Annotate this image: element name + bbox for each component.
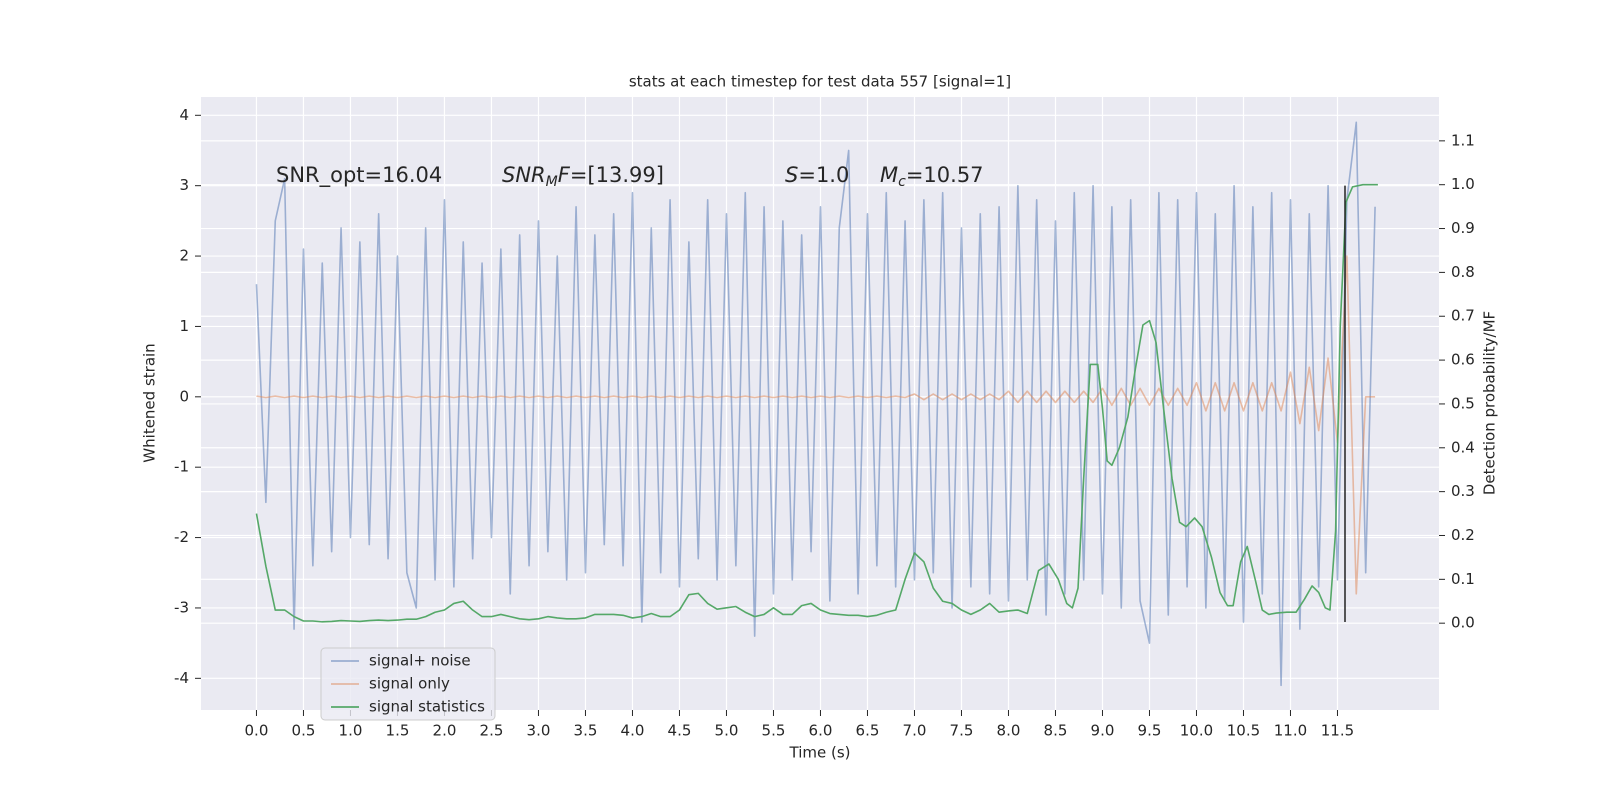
y2-tick-label: 0.2 xyxy=(1451,526,1475,544)
x-tick-label: 2.0 xyxy=(433,722,457,740)
x-tick-label: 11.5 xyxy=(1321,722,1354,740)
x-tick-label: 10.0 xyxy=(1180,722,1213,740)
x-tick-label: 9.5 xyxy=(1138,722,1162,740)
y-tick-label: 3 xyxy=(179,176,189,194)
y-tick-label: 0 xyxy=(179,387,189,405)
y2-tick-label: 1.1 xyxy=(1451,131,1475,149)
x-tick-label: 3.0 xyxy=(527,722,551,740)
annotation: S=1.0 xyxy=(785,163,849,187)
x-tick-label: 9.0 xyxy=(1091,722,1115,740)
annotation-part: =10.57 xyxy=(906,163,984,187)
series-line xyxy=(255,121,1376,687)
y-axis-label: Whitened strain xyxy=(141,343,159,462)
annotation-part: M xyxy=(880,163,898,187)
y-tick-label: -3 xyxy=(174,598,189,616)
x-tick-label: 5.5 xyxy=(762,722,786,740)
annotation-part: =[13.99] xyxy=(570,163,664,187)
x-tick-label: 11.0 xyxy=(1274,722,1307,740)
legend-box xyxy=(320,647,496,721)
y2-tick-label: 0.6 xyxy=(1451,351,1475,369)
y2-tick-label: 0.9 xyxy=(1451,219,1475,237)
annotation: Mc=10.57 xyxy=(880,163,984,190)
y2-tick-label: 0.0 xyxy=(1451,614,1475,632)
x-tick-label: 2.5 xyxy=(480,722,504,740)
x-tick-label: 7.5 xyxy=(950,722,974,740)
annotation-part: c xyxy=(898,174,906,190)
legend: signal+ noise signal only signal statistic… xyxy=(320,647,496,721)
y2-tick-label: 0.3 xyxy=(1451,482,1475,500)
x-tick-label: 3.5 xyxy=(574,722,598,740)
y-tick-label: -1 xyxy=(174,458,189,476)
y2-axis-label: Detection probability/MF xyxy=(1481,311,1499,495)
x-tick-label: 1.5 xyxy=(386,722,410,740)
annotation-part: M xyxy=(546,174,558,190)
chart-title: stats at each timestep for test data 557… xyxy=(629,73,1011,91)
annotation-part: F xyxy=(558,163,571,187)
series-line xyxy=(255,183,1378,623)
x-tick-label: 5.0 xyxy=(715,722,739,740)
x-tick-label: 8.0 xyxy=(997,722,1021,740)
y-tick-label: 1 xyxy=(179,317,189,335)
ticks: 0.0 0.5 1.0 1.5 2.0 2.5 3.0 3.5 4.0 4.5 5.0 5.5 6.0 6… xyxy=(174,106,1475,740)
annotation-part: =1.0 xyxy=(798,163,849,187)
y2-tick-label: 0.1 xyxy=(1451,570,1475,588)
y2-tick-label: 1.0 xyxy=(1451,175,1475,193)
y2-tick-label: 0.7 xyxy=(1451,307,1475,325)
y-tick-label: -2 xyxy=(174,528,189,546)
x-tick-label: 4.0 xyxy=(621,722,645,740)
annotation: SNRMF=[13.99] xyxy=(502,163,664,190)
y2-tick-label: 0.5 xyxy=(1451,394,1475,412)
y2-tick-label: 0.4 xyxy=(1451,438,1475,456)
y-tick-label: 4 xyxy=(179,106,189,124)
annotation-part: SNR xyxy=(502,163,546,187)
x-axis-label: Time (s) xyxy=(789,744,851,762)
x-tick-label: 8.5 xyxy=(1044,722,1068,740)
y-tick-label: 2 xyxy=(179,247,189,265)
legend-label: signal+ noise xyxy=(369,652,471,670)
x-tick-label: 0.0 xyxy=(245,722,269,740)
x-tick-label: 10.5 xyxy=(1227,722,1260,740)
x-tick-label: 1.0 xyxy=(339,722,363,740)
series-line xyxy=(256,255,1376,595)
x-tick-label: 0.5 xyxy=(292,722,316,740)
y-tick-label: -4 xyxy=(174,669,189,687)
annotation-part: SNR_opt=16.04 xyxy=(276,163,442,188)
legend-label: signal only xyxy=(369,675,450,693)
x-tick-label: 6.5 xyxy=(856,722,880,740)
y2-tick-label: 0.8 xyxy=(1451,263,1475,281)
x-tick-label: 4.5 xyxy=(668,722,692,740)
x-tick-label: 7.0 xyxy=(903,722,927,740)
x-tick-label: 6.0 xyxy=(809,722,833,740)
annotation-part: S xyxy=(785,163,798,187)
annotation: SNR_opt=16.04 xyxy=(276,163,442,188)
legend-label: signal statistics xyxy=(369,698,485,716)
